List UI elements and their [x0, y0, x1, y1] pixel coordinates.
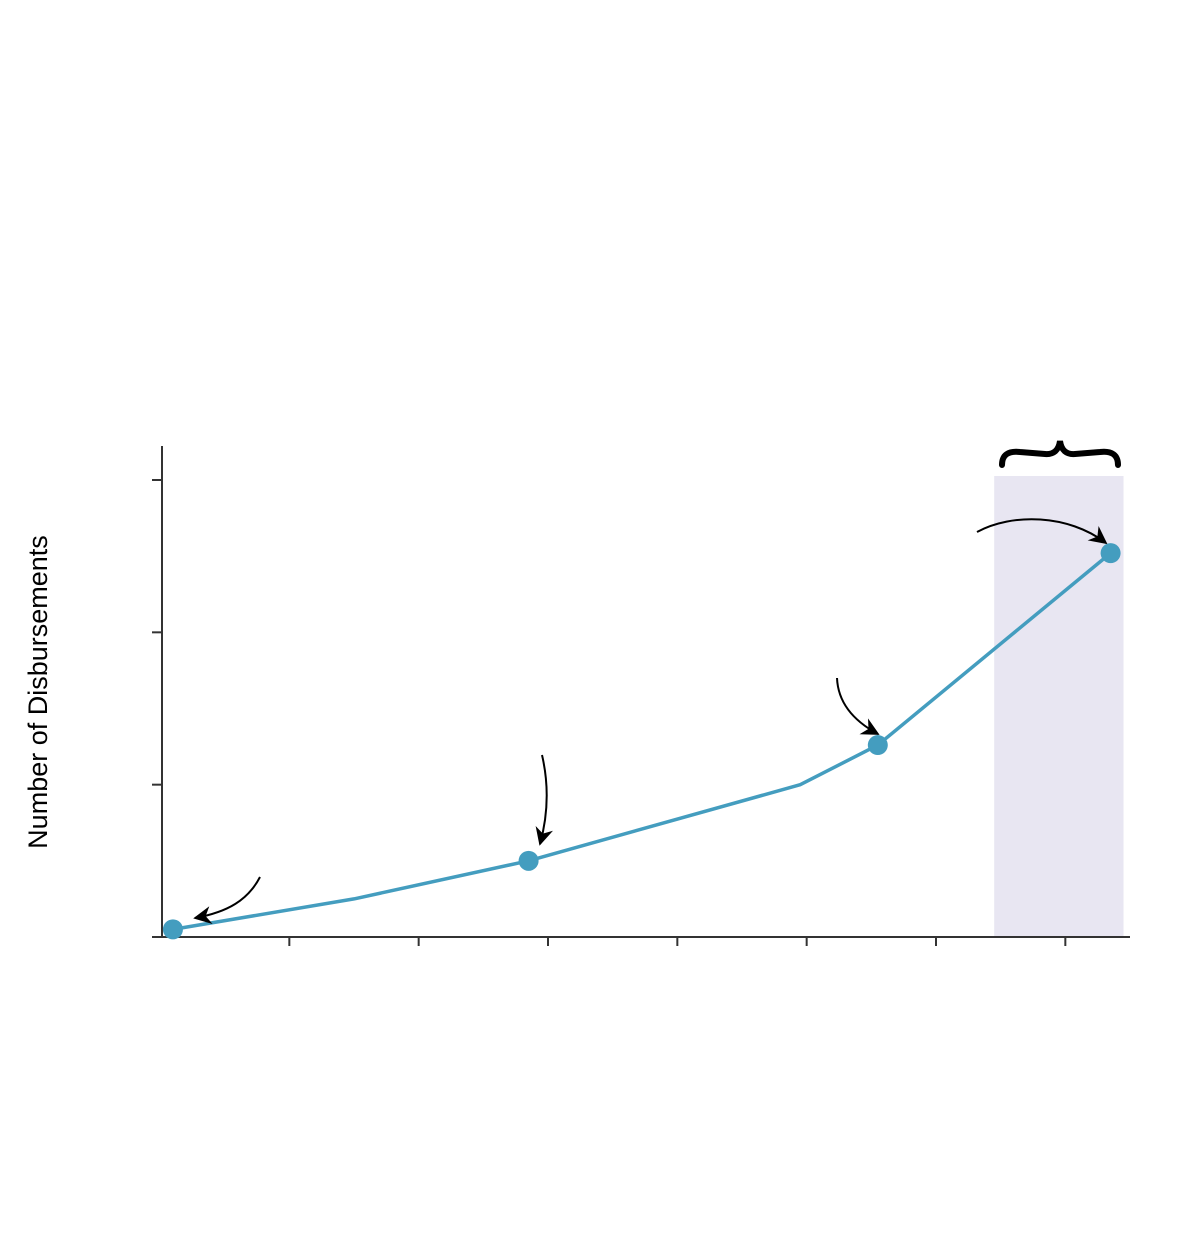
- curly-brace: [999, 440, 1121, 468]
- x-ticks: [288, 937, 1067, 946]
- annotation-arrow-1: [193, 876, 261, 924]
- series-line: [171, 551, 1113, 932]
- y-ticks: [152, 479, 162, 938]
- data-point-2: [518, 850, 539, 871]
- annotation-arrow-4: [976, 518, 1108, 545]
- annotation-arrow-2: [535, 754, 553, 846]
- data-point-4: [867, 735, 888, 756]
- data-points: [162, 543, 1121, 940]
- annotations: [193, 440, 1121, 924]
- highlight-region: [994, 476, 1124, 937]
- axes: [152, 446, 1130, 946]
- annotation-arrow-3: [836, 677, 880, 735]
- data-point-0: [162, 919, 183, 940]
- y-axis-label: Number of Disbursements: [23, 535, 53, 849]
- data-point-5: [1100, 543, 1121, 564]
